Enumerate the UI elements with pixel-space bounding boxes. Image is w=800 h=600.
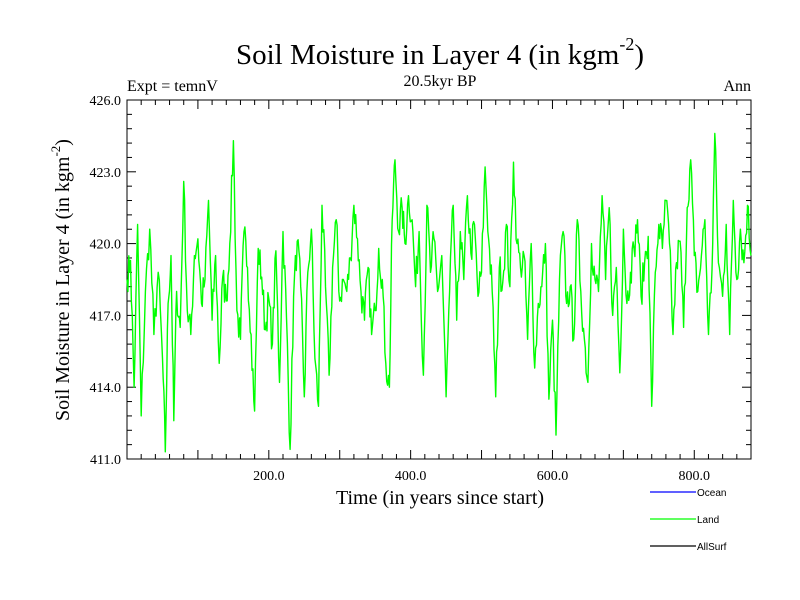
y-tick-label: 420.0 [90, 238, 122, 253]
season-label: Ann [723, 78, 751, 95]
y-axis-label: Soil Moisture in Layer 4 (in kgm-2) [48, 139, 74, 421]
legend-label-allsurf: AllSurf [697, 542, 727, 553]
y-tick-label: 417.0 [90, 309, 122, 324]
chart-subtitle: 20.5kyr BP [404, 73, 477, 90]
x-tick-labels: 200.0 400.0 600.0 800.0 [253, 469, 710, 484]
x-axis-label: Time (in years since start) [336, 487, 544, 509]
y-tick-label: 423.0 [90, 166, 122, 181]
y-tick-labels: 411.0 414.0 417.0 420.0 423.0 426.0 [90, 94, 122, 468]
x-tick-label: 200.0 [253, 469, 285, 484]
legend-label-ocean: Ocean [697, 488, 726, 499]
y-tick-label: 426.0 [90, 94, 122, 109]
series-line-land [126, 132, 752, 453]
y-tick-label: 414.0 [90, 381, 122, 396]
legend: Ocean Land AllSurf [650, 488, 727, 553]
x-tick-label: 800.0 [679, 469, 711, 484]
x-tick-label: 400.0 [395, 469, 427, 484]
legend-label-land: Land [697, 515, 719, 526]
x-tick-label: 600.0 [537, 469, 569, 484]
y-tick-label: 411.0 [90, 453, 121, 468]
experiment-label: Expt = temnV [127, 78, 218, 95]
chart-title: Soil Moisture in Layer 4 (in kgm-2) [236, 34, 644, 71]
